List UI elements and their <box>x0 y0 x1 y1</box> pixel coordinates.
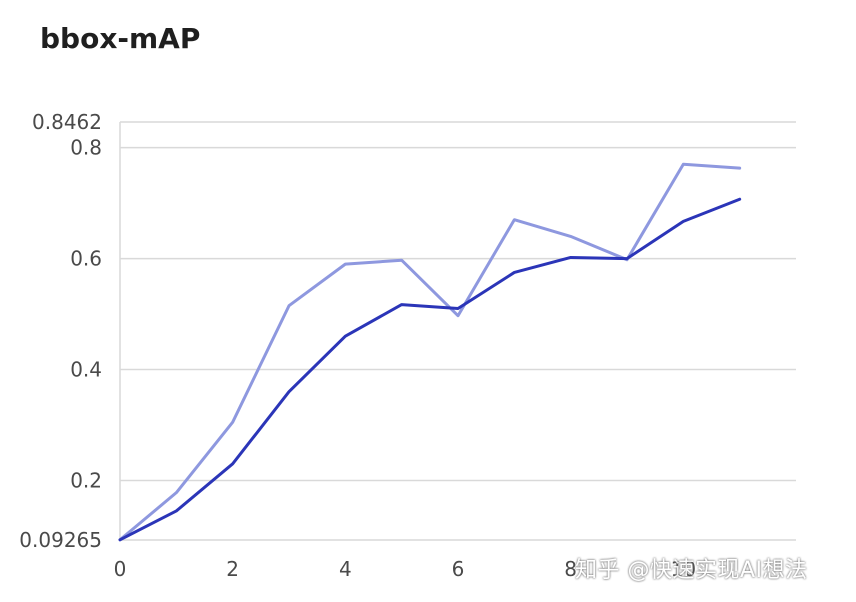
x-tick-label: 10 <box>671 557 696 581</box>
y-tick-label: 0.8462 <box>32 110 102 134</box>
y-tick-labels: 0.09265 0.2 0.4 0.6 0.80.8462 <box>19 110 102 552</box>
y-tick-label: 0.6 <box>70 247 102 271</box>
y-tick-label: 0.09265 <box>19 528 102 552</box>
series-line-2 <box>118 162 742 542</box>
y-tick-label: 0.4 <box>70 358 102 382</box>
x-tick-labels: 0 2 4 6 8 10 <box>114 557 696 581</box>
x-tick-label: 8 <box>564 557 577 581</box>
x-tick-label: 6 <box>452 557 465 581</box>
x-tick-label: 4 <box>339 557 352 581</box>
watermark-text: 知乎 @快速实现AI想法 <box>575 558 808 583</box>
grid-lines <box>120 121 796 541</box>
y-tick-label: 0.8 <box>70 136 102 160</box>
series-line-1 <box>118 197 742 542</box>
x-tick-label: 2 <box>226 557 239 581</box>
chart-title: bbox-mAP <box>40 22 201 55</box>
y-tick-label: 0.2 <box>70 468 102 492</box>
series-lines <box>118 162 742 542</box>
x-tick-label: 0 <box>114 557 127 581</box>
